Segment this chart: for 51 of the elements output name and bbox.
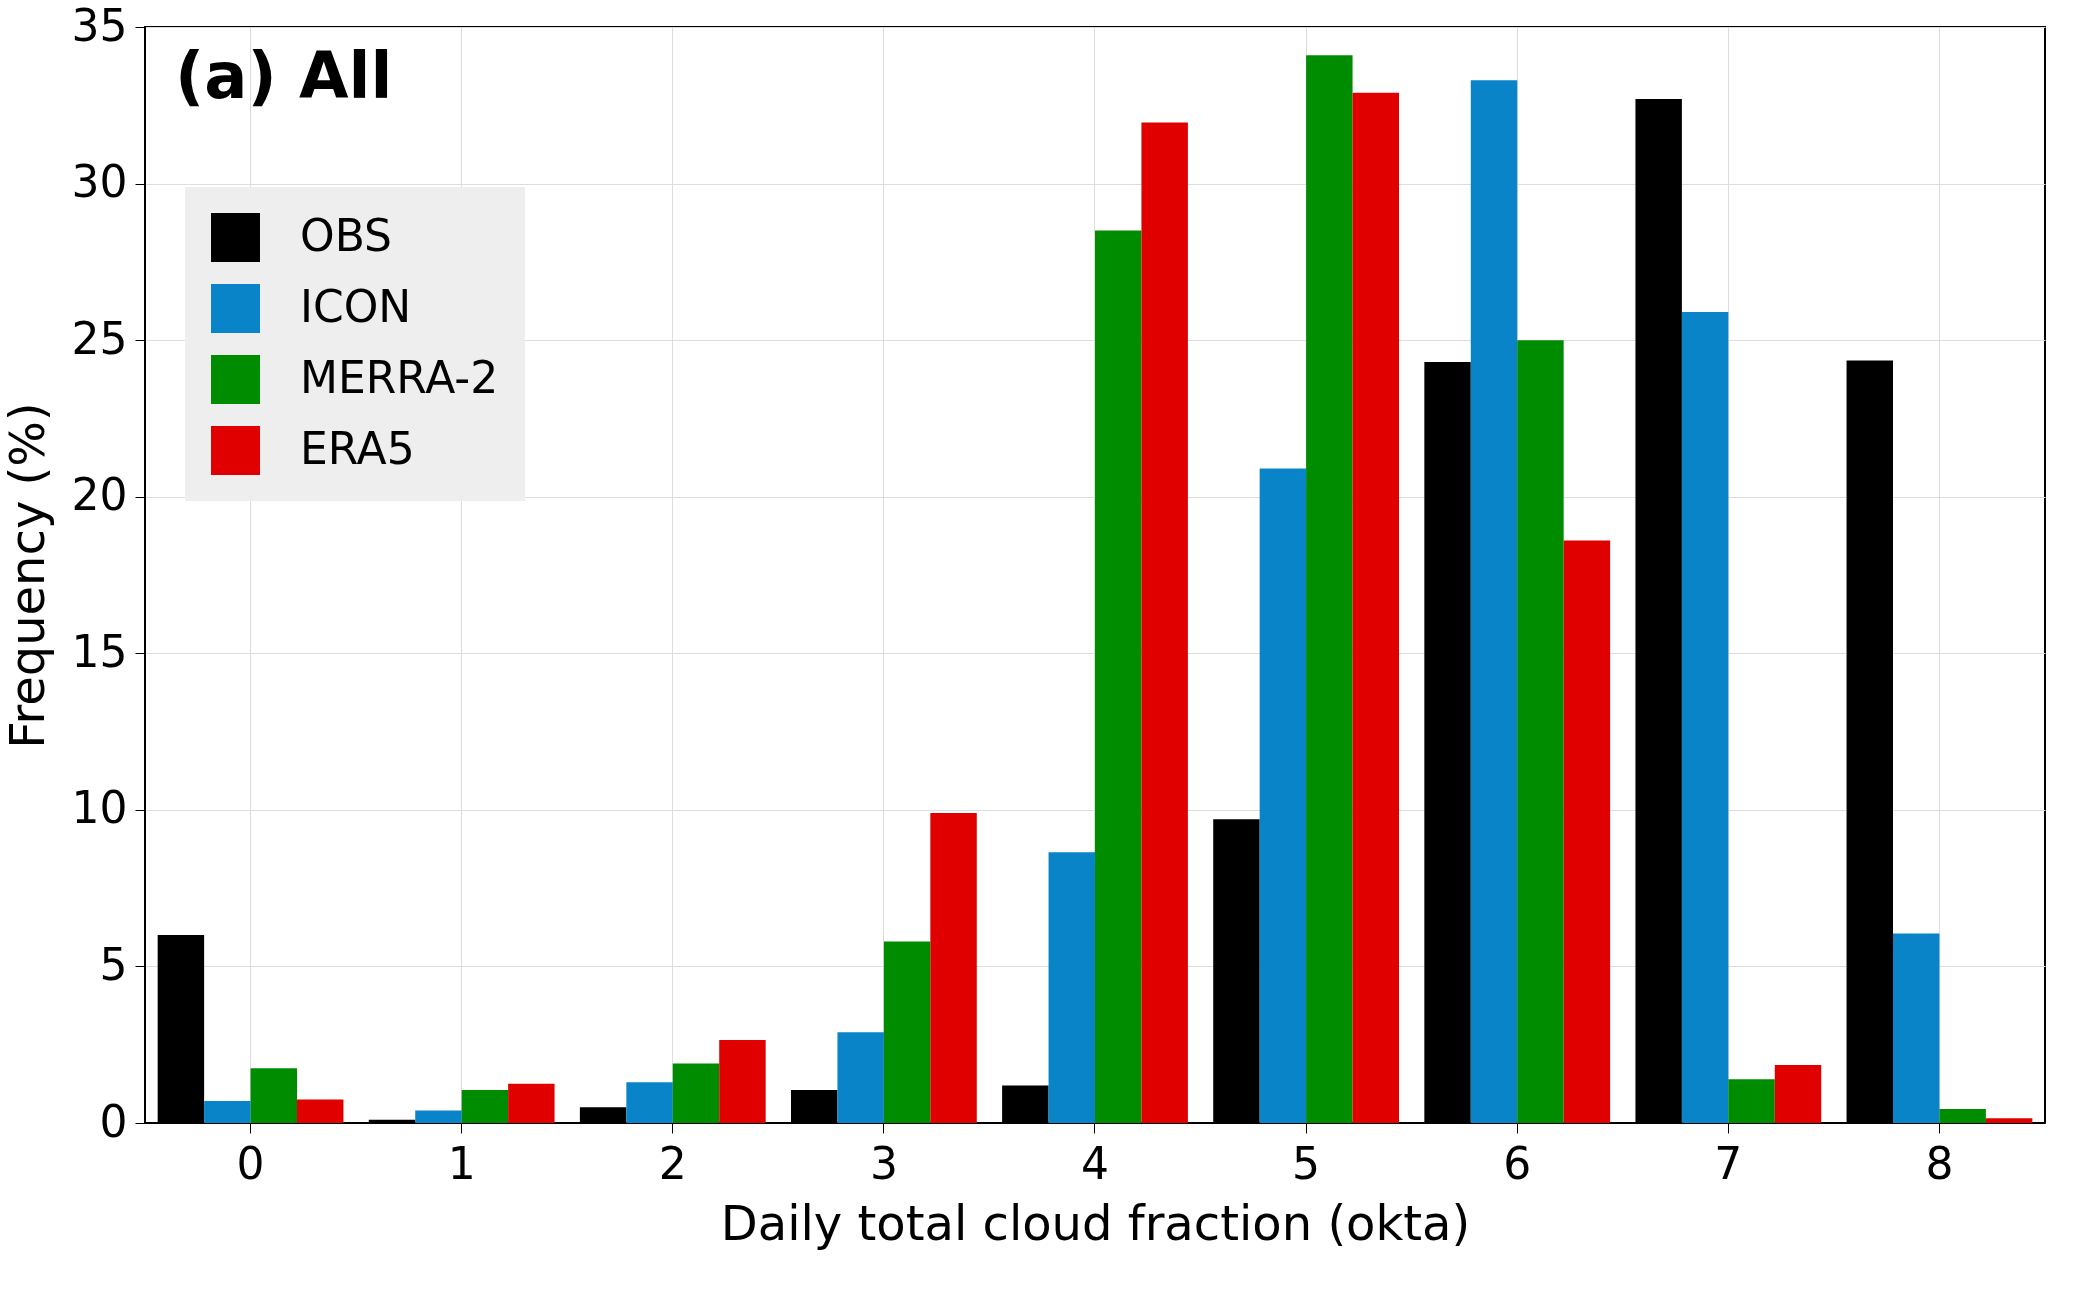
bar — [1681, 311, 1729, 1123]
bar — [719, 1040, 766, 1123]
bar — [1728, 1079, 1775, 1123]
x-tick-label: 1 — [447, 1137, 476, 1189]
bar — [250, 1068, 297, 1123]
legend-label: MERRA-2 — [300, 351, 499, 403]
bar — [1048, 852, 1095, 1123]
bar — [1893, 933, 1940, 1123]
bar — [297, 1099, 344, 1123]
x-tick-label: 4 — [1081, 1137, 1109, 1189]
x-tick-label: 5 — [1292, 1137, 1321, 1189]
legend-label: ICON — [300, 280, 412, 332]
annotation: (a) All — [175, 39, 393, 113]
bar — [415, 1110, 462, 1123]
x-tick-label: 6 — [1503, 1137, 1532, 1189]
bar — [626, 1082, 673, 1123]
bar — [883, 941, 931, 1123]
x-tick-label: 0 — [236, 1137, 265, 1189]
legend-label: ERA5 — [300, 422, 415, 474]
bar — [1470, 80, 1518, 1123]
bar — [1563, 540, 1611, 1123]
x-tick-label: 8 — [1925, 1137, 1954, 1189]
bar — [837, 1032, 884, 1123]
x-axis-title: Daily total cloud fraction (okta) — [720, 1194, 1471, 1251]
y-tick-label: 30 — [71, 156, 128, 208]
bar — [930, 812, 977, 1123]
bar — [1774, 1065, 1822, 1123]
bar — [1306, 55, 1353, 1123]
y-tick-label: 25 — [71, 312, 128, 364]
bar — [1259, 468, 1307, 1123]
y-tick-label: 5 — [99, 938, 128, 990]
bar — [1985, 1118, 2033, 1123]
bar — [204, 1101, 251, 1123]
x-tick-label: 3 — [869, 1137, 898, 1189]
y-tick-label: 35 — [71, 0, 128, 51]
x-tick-label: 7 — [1714, 1137, 1743, 1189]
y-axis-title: Frequency (%) — [0, 402, 55, 749]
legend-label: OBS — [300, 209, 392, 261]
y-tick-label: 20 — [71, 469, 128, 521]
bar — [508, 1083, 555, 1123]
bar — [1517, 340, 1564, 1123]
bar — [1141, 122, 1188, 1123]
x-tick-label: 2 — [658, 1137, 687, 1189]
y-tick-label: 15 — [71, 625, 128, 677]
bar — [672, 1063, 720, 1123]
y-tick-label: 10 — [71, 782, 128, 834]
bar — [1095, 230, 1142, 1123]
bar — [1939, 1108, 1986, 1123]
bar — [461, 1090, 509, 1123]
bar — [1352, 92, 1399, 1123]
y-tick-label: 0 — [99, 1095, 128, 1147]
